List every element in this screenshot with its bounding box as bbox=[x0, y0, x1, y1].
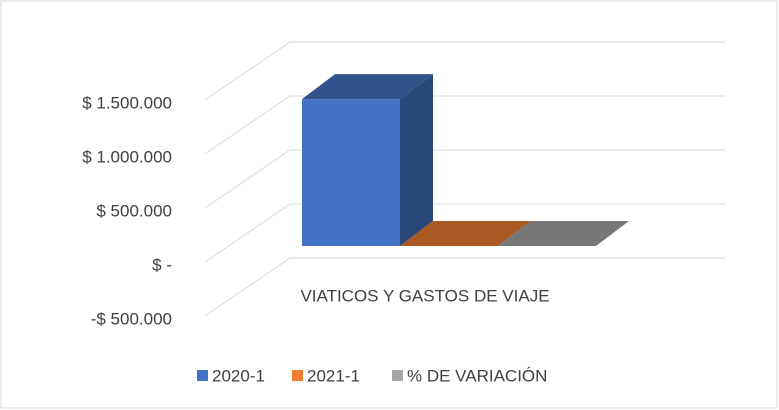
y-tick-label: $ - bbox=[152, 255, 172, 274]
grid-line bbox=[204, 203, 725, 263]
bar-top bbox=[498, 221, 629, 246]
y-tick-label: $ 1.000.000 bbox=[82, 147, 172, 166]
legend-label: % DE VARIACIÓN bbox=[407, 366, 547, 385]
grid-line bbox=[204, 41, 725, 101]
bar bbox=[302, 99, 400, 247]
bar-side bbox=[400, 74, 433, 247]
y-tick-label: $ 1.500.000 bbox=[82, 93, 172, 112]
legend-swatch bbox=[392, 370, 403, 381]
y-tick-label: -$ 500.000 bbox=[91, 309, 172, 328]
y-tick-label: $ 500.000 bbox=[96, 201, 172, 220]
legend-swatch bbox=[197, 370, 208, 381]
bar-top bbox=[302, 74, 433, 100]
x-tick-label: VIATICOS Y GASTOS DE VIAJE bbox=[300, 286, 549, 305]
grid-line bbox=[204, 95, 725, 155]
bar-top bbox=[400, 221, 531, 246]
legend-label: 2020-1 bbox=[212, 366, 265, 385]
legend-label: 2021-1 bbox=[307, 366, 360, 385]
legend-swatch bbox=[292, 370, 303, 381]
grid-line bbox=[204, 257, 725, 317]
grid-line bbox=[204, 149, 725, 209]
